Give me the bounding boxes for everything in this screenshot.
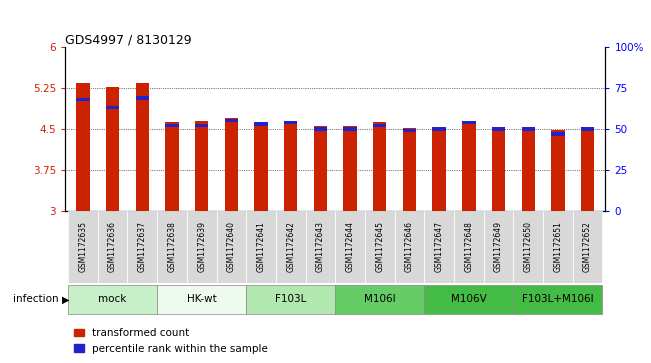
Bar [195, 124, 208, 127]
FancyBboxPatch shape [98, 211, 128, 283]
Bar [76, 98, 90, 101]
Text: GSM1172649: GSM1172649 [494, 221, 503, 272]
Bar [225, 119, 238, 122]
Text: GSM1172651: GSM1172651 [553, 221, 562, 272]
FancyBboxPatch shape [573, 211, 602, 283]
Text: M106V: M106V [451, 294, 487, 305]
Bar [195, 121, 208, 211]
FancyBboxPatch shape [424, 285, 514, 314]
FancyBboxPatch shape [128, 211, 157, 283]
FancyBboxPatch shape [454, 211, 484, 283]
Text: HK-wt: HK-wt [187, 294, 217, 305]
Bar [492, 127, 505, 131]
Text: infection: infection [13, 294, 62, 305]
Text: GSM1172650: GSM1172650 [524, 221, 533, 272]
FancyBboxPatch shape [276, 211, 305, 283]
Text: F103L: F103L [275, 294, 307, 305]
Text: GSM1172638: GSM1172638 [167, 221, 176, 272]
Bar [521, 128, 535, 211]
Bar [581, 129, 594, 211]
FancyBboxPatch shape [335, 285, 424, 314]
Bar [225, 118, 238, 211]
Bar [432, 127, 446, 131]
FancyBboxPatch shape [68, 211, 98, 283]
Bar [521, 127, 535, 131]
FancyBboxPatch shape [305, 211, 335, 283]
FancyBboxPatch shape [335, 211, 365, 283]
Text: GSM1172635: GSM1172635 [78, 221, 87, 272]
FancyBboxPatch shape [68, 285, 157, 314]
FancyBboxPatch shape [217, 211, 246, 283]
Text: GSM1172646: GSM1172646 [405, 221, 414, 272]
Bar [284, 121, 298, 124]
Bar [255, 122, 268, 211]
Text: F103L+M106I: F103L+M106I [522, 294, 594, 305]
Bar [373, 122, 387, 211]
FancyBboxPatch shape [514, 285, 602, 314]
Text: GSM1172636: GSM1172636 [108, 221, 117, 272]
Bar [165, 122, 178, 211]
Text: GSM1172648: GSM1172648 [464, 221, 473, 272]
Text: GSM1172641: GSM1172641 [256, 221, 266, 272]
Bar [135, 96, 149, 99]
Bar [344, 127, 357, 131]
Text: GSM1172637: GSM1172637 [138, 221, 146, 272]
Text: GDS4997 / 8130129: GDS4997 / 8130129 [65, 33, 192, 46]
FancyBboxPatch shape [484, 211, 514, 283]
Bar [462, 121, 475, 211]
FancyBboxPatch shape [157, 285, 246, 314]
Text: GSM1172640: GSM1172640 [227, 221, 236, 272]
Legend: transformed count, percentile rank within the sample: transformed count, percentile rank withi… [70, 324, 272, 358]
Bar [106, 106, 119, 109]
Text: GSM1172644: GSM1172644 [346, 221, 355, 272]
Bar [432, 128, 446, 211]
Bar [403, 128, 416, 211]
Bar [165, 124, 178, 127]
Bar [106, 87, 119, 211]
Bar [284, 121, 298, 211]
Text: GSM1172643: GSM1172643 [316, 221, 325, 272]
Text: ▶: ▶ [62, 294, 70, 305]
Bar [462, 121, 475, 124]
Bar [344, 126, 357, 211]
Bar [492, 128, 505, 211]
Bar [76, 82, 90, 211]
FancyBboxPatch shape [514, 211, 543, 283]
FancyBboxPatch shape [246, 285, 335, 314]
Bar [373, 124, 387, 127]
Text: GSM1172642: GSM1172642 [286, 221, 296, 272]
Bar [403, 129, 416, 132]
Text: GSM1172645: GSM1172645 [375, 221, 384, 272]
Bar [581, 127, 594, 131]
Text: GSM1172647: GSM1172647 [435, 221, 444, 272]
FancyBboxPatch shape [157, 211, 187, 283]
FancyBboxPatch shape [246, 211, 276, 283]
Text: mock: mock [98, 294, 127, 305]
FancyBboxPatch shape [395, 211, 424, 283]
Text: GSM1172652: GSM1172652 [583, 221, 592, 272]
Text: GSM1172639: GSM1172639 [197, 221, 206, 272]
Bar [255, 122, 268, 126]
Bar [551, 132, 564, 135]
FancyBboxPatch shape [187, 211, 217, 283]
Bar [314, 126, 327, 211]
Bar [314, 127, 327, 131]
FancyBboxPatch shape [365, 211, 395, 283]
Bar [551, 130, 564, 211]
FancyBboxPatch shape [543, 211, 573, 283]
FancyBboxPatch shape [424, 211, 454, 283]
Bar [135, 82, 149, 211]
Text: M106I: M106I [364, 294, 396, 305]
